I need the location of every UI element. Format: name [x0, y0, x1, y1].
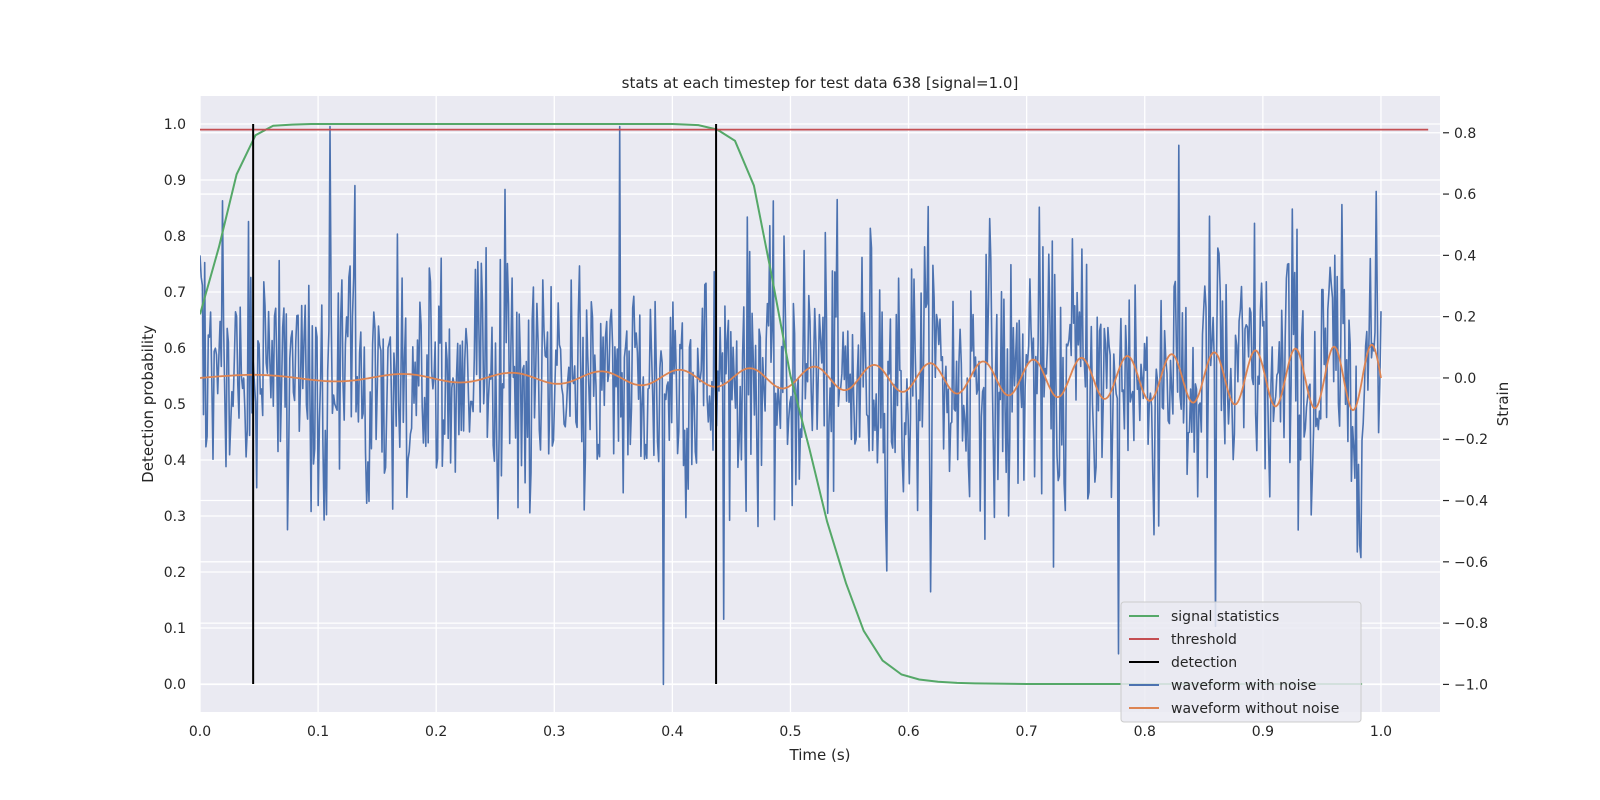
y-right-tick-label: −0.2 — [1454, 432, 1488, 448]
y-right-tick-label: 0.4 — [1454, 248, 1476, 264]
y-left-tick-label: 0.7 — [164, 285, 186, 301]
y-left-tick-label: 0.0 — [164, 677, 186, 693]
y-right-tick-label: −0.4 — [1454, 494, 1488, 510]
y-left-tick-label: 0.1 — [164, 621, 186, 637]
y-right-tick-label: 0.6 — [1454, 187, 1476, 203]
y-right-tick-label: −0.6 — [1454, 555, 1488, 571]
y-left-tick-label: 1.0 — [164, 117, 186, 133]
y-right-tick-label: 0.0 — [1454, 371, 1476, 387]
x-tick-label: 0.0 — [189, 724, 211, 740]
x-tick-label: 0.9 — [1252, 724, 1274, 740]
y-right-tick-label: 0.2 — [1454, 310, 1476, 326]
y-left-tick-label: 0.3 — [164, 509, 186, 525]
y-right-tick-label: −1.0 — [1454, 677, 1488, 693]
y-left-tick-label: 0.9 — [164, 173, 186, 189]
y-axis-label-right: Strain — [1494, 382, 1512, 426]
ticks: 0.0 0.1 0.2 0.3 0.4 0.5 0.6 0.7 0.8 0.9 1.0 0.0 0.1 0… — [164, 117, 1488, 740]
x-axis-label: Time (s) — [789, 746, 851, 764]
chart-title: stats at each timestep for test data 638… — [622, 74, 1019, 92]
y-left-tick-label: 0.5 — [164, 397, 186, 413]
y-right-tick-label: 0.8 — [1454, 126, 1476, 142]
y-axis-label-left: Detection probability — [139, 325, 157, 483]
y-left-tick-label: 0.4 — [164, 453, 186, 469]
legend-label-clean: waveform without noise — [1171, 701, 1339, 717]
series-waveform-without-noise — [200, 343, 1382, 412]
legend: signal statistics threshold detection wa… — [1120, 601, 1362, 723]
series-signal-statistics — [200, 123, 1363, 685]
y-left-tick-label: 0.6 — [164, 341, 186, 357]
x-tick-label: 1.0 — [1370, 724, 1392, 740]
x-tick-label: 0.5 — [779, 724, 801, 740]
x-tick-label: 0.7 — [1016, 724, 1038, 740]
y-right-tick-label: −0.8 — [1454, 616, 1488, 632]
y-left-tick-label: 0.8 — [164, 229, 186, 245]
y-left-tick-label: 0.2 — [164, 565, 186, 581]
legend-box — [1120, 601, 1362, 723]
legend-label-detection: detection — [1171, 655, 1237, 671]
legend-label-noisy: waveform with noise — [1171, 678, 1316, 694]
grid — [199, 96, 1440, 712]
legend-label-signal: signal statistics — [1171, 609, 1279, 625]
legend-label-threshold: threshold — [1171, 632, 1237, 648]
x-tick-label: 0.2 — [425, 724, 447, 740]
x-tick-label: 0.1 — [307, 724, 329, 740]
x-tick-label: 0.6 — [897, 724, 919, 740]
x-tick-label: 0.4 — [661, 724, 683, 740]
x-tick-label: 0.8 — [1134, 724, 1156, 740]
x-tick-label: 0.3 — [543, 724, 565, 740]
series-waveform-with-noise — [200, 125, 1382, 686]
series-layer — [200, 123, 1429, 686]
